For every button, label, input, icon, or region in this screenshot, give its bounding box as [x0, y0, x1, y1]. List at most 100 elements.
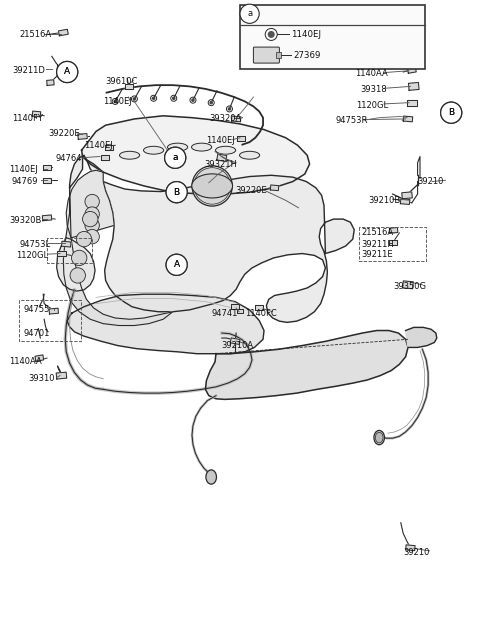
Polygon shape [43, 178, 51, 183]
Text: 39210: 39210 [418, 177, 444, 186]
Bar [276, 52, 281, 58]
Polygon shape [61, 241, 71, 247]
Polygon shape [407, 100, 417, 106]
Polygon shape [255, 305, 263, 310]
Ellipse shape [168, 143, 188, 151]
Polygon shape [408, 67, 416, 73]
Polygon shape [35, 355, 44, 361]
Polygon shape [59, 29, 68, 36]
Polygon shape [403, 281, 413, 289]
Circle shape [57, 61, 78, 83]
Circle shape [228, 107, 231, 111]
Text: 39320A: 39320A [209, 115, 241, 123]
Ellipse shape [216, 146, 236, 154]
Text: 39318: 39318 [360, 85, 386, 94]
Bar [240, 5, 425, 69]
Polygon shape [67, 294, 264, 354]
Ellipse shape [374, 431, 384, 444]
Ellipse shape [206, 470, 216, 484]
Ellipse shape [144, 146, 164, 154]
Text: 94741: 94741 [211, 309, 238, 317]
Text: 1120GL: 1120GL [16, 251, 48, 260]
Text: 39210: 39210 [403, 548, 430, 557]
Polygon shape [406, 545, 415, 551]
Circle shape [166, 182, 187, 203]
Circle shape [209, 101, 213, 105]
Circle shape [441, 102, 462, 123]
Text: 94764: 94764 [55, 154, 82, 163]
Text: 1140EJ: 1140EJ [206, 136, 235, 145]
Text: 39211H: 39211H [361, 240, 394, 249]
Circle shape [76, 232, 92, 247]
Text: 94755: 94755 [23, 305, 49, 314]
Polygon shape [63, 188, 173, 326]
Circle shape [70, 268, 85, 283]
Circle shape [152, 96, 156, 100]
Polygon shape [403, 116, 413, 122]
Polygon shape [402, 192, 412, 198]
Circle shape [192, 166, 232, 206]
Text: 39310: 39310 [28, 374, 54, 383]
Circle shape [268, 31, 275, 38]
Text: 1140EJ: 1140EJ [84, 141, 113, 150]
Text: a: a [172, 153, 178, 162]
Text: 1140AA: 1140AA [9, 357, 41, 366]
Circle shape [85, 194, 99, 209]
Text: 39220E: 39220E [48, 129, 80, 138]
FancyBboxPatch shape [253, 47, 279, 63]
Polygon shape [408, 83, 419, 90]
Circle shape [165, 147, 186, 168]
Circle shape [172, 96, 176, 100]
Text: 1140EJ: 1140EJ [291, 30, 321, 39]
Polygon shape [389, 227, 398, 233]
Circle shape [113, 100, 117, 103]
Text: 1140FY: 1140FY [12, 115, 43, 123]
Circle shape [132, 97, 136, 101]
Text: 21516A: 21516A [361, 228, 393, 237]
Polygon shape [400, 198, 410, 205]
Circle shape [83, 212, 98, 227]
Text: B: B [448, 108, 454, 117]
Circle shape [191, 98, 195, 102]
Circle shape [441, 102, 462, 123]
Circle shape [57, 61, 78, 83]
Ellipse shape [375, 433, 383, 443]
Polygon shape [231, 116, 241, 122]
Polygon shape [106, 145, 113, 150]
Polygon shape [57, 238, 95, 291]
Text: 1140EJ: 1140EJ [103, 97, 132, 106]
Text: 94753R: 94753R [336, 116, 368, 125]
Polygon shape [70, 155, 354, 322]
Polygon shape [237, 309, 243, 313]
Text: 94753L: 94753L [19, 240, 50, 249]
Polygon shape [57, 251, 66, 256]
Text: 1140EJ: 1140EJ [9, 165, 37, 173]
Text: 94701: 94701 [23, 329, 49, 337]
Text: 39320B: 39320B [10, 216, 42, 225]
Circle shape [72, 250, 87, 265]
Polygon shape [56, 372, 67, 379]
Ellipse shape [240, 151, 260, 159]
Polygon shape [82, 116, 310, 194]
Circle shape [166, 182, 187, 203]
Text: A: A [174, 260, 180, 269]
Text: 1140FC: 1140FC [245, 309, 276, 317]
Ellipse shape [192, 143, 212, 151]
Polygon shape [42, 215, 52, 221]
Circle shape [166, 254, 187, 275]
Circle shape [85, 207, 99, 222]
Text: 39220E: 39220E [235, 187, 267, 195]
Polygon shape [389, 240, 396, 245]
Text: A: A [174, 260, 180, 269]
Text: a: a [172, 153, 178, 162]
Circle shape [166, 254, 187, 275]
Text: A: A [64, 68, 70, 76]
Text: 39210B: 39210B [369, 196, 401, 205]
Text: B: B [174, 188, 180, 197]
Polygon shape [49, 308, 59, 314]
Polygon shape [32, 111, 41, 117]
Text: 39210A: 39210A [221, 341, 253, 350]
Text: 1120GL: 1120GL [356, 101, 388, 110]
Text: B: B [448, 108, 454, 117]
Polygon shape [231, 304, 239, 309]
